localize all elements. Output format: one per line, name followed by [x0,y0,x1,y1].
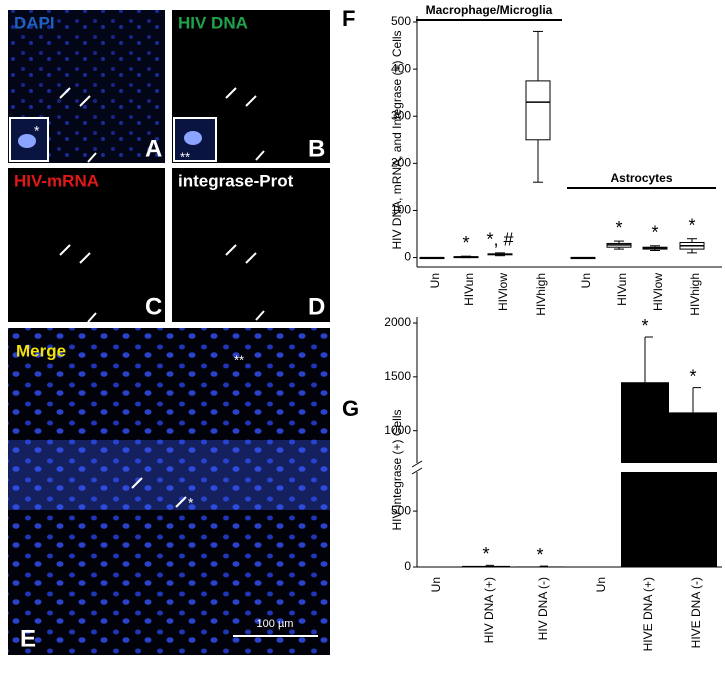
panel-letter: G [342,396,359,421]
x-tick-label: Un [429,577,443,592]
bar [516,566,564,567]
inset-star: * [34,123,40,139]
annotation: * [688,215,695,235]
inset-cell [184,131,202,145]
axis-break [411,467,423,475]
cell-layer [8,440,330,510]
x-tick-label: HIV DNA (+) [482,577,496,643]
panel-label: HIV-mRNA [14,171,99,190]
panel-label: DAPI [14,13,55,32]
y-tick-label: 2000 [384,315,411,329]
x-tick-label: Un [579,273,593,288]
panel-c-image [8,168,165,322]
y-tick-label: 300 [391,108,411,122]
annotation: * [651,223,658,243]
x-tick-label: HIVun [615,273,629,306]
bar [669,412,717,567]
panel-label: integrase-Prot [178,171,294,190]
x-tick-label: HIVun [462,273,476,306]
inset-star: ** [180,149,190,164]
x-tick-label: HIVlow [651,273,665,311]
x-tick-label: Un [428,273,442,288]
panel-letter: B [308,135,325,162]
y-tick-label: 100 [391,203,411,217]
micrographs: * ** ** * 100 µm [8,10,330,655]
panel-letter: A [145,135,162,162]
group-label: Macrophage/Microglia [426,3,553,17]
panel-letter: E [20,625,36,652]
annotation: * [615,218,622,238]
x-tick-label: Un [594,577,608,592]
panel-d-image [172,168,330,322]
panel-label: HIV DNA [178,13,248,32]
bar-break [668,463,718,472]
box [525,80,551,141]
y-tick-label: 500 [391,503,411,517]
bar [621,382,669,567]
x-tick-label: HIVE DNA (-) [689,577,703,648]
y-axis-label: HIV DNA, mRNA, and Integrase (+) Cells [390,30,404,249]
y-tick-label: 1000 [384,423,411,437]
x-tick-label: HIVE DNA (+) [641,577,655,651]
y-tick-label: 1500 [384,369,411,383]
group-label: Astrocytes [610,171,672,185]
x-tick-label: HIVhigh [534,273,548,316]
y-tick-label: 500 [391,14,411,28]
panel-e-image [8,328,330,655]
annotation: * [462,233,469,253]
annotation: * [536,545,543,565]
annotation: * [689,366,696,386]
x-tick-label: HIV DNA (-) [536,577,550,640]
star: * [188,495,194,511]
x-tick-label: HIVhigh [688,273,702,316]
star: ** [234,352,244,367]
inset-cell [18,134,36,148]
y-tick-label: 400 [391,61,411,75]
panel-label: Merge [16,341,66,360]
panel-letter: C [145,293,162,320]
scale-bar-label: 100 µm [257,618,294,630]
panel-letter: F [342,6,355,31]
annotation: *, # [486,230,513,250]
y-tick-label: 0 [404,559,411,573]
arrows [59,87,265,508]
bar [462,565,510,567]
y-axis-label: HIV integrase (+) Cells [390,409,404,530]
y-tick-label: 0 [404,250,411,264]
bar-break [620,463,670,472]
axis-break [411,460,423,468]
annotation: * [641,316,648,336]
panel-letter: D [308,293,325,320]
y-tick-label: 200 [391,156,411,170]
annotation: * [482,544,489,564]
x-tick-label: HIVlow [496,273,510,311]
